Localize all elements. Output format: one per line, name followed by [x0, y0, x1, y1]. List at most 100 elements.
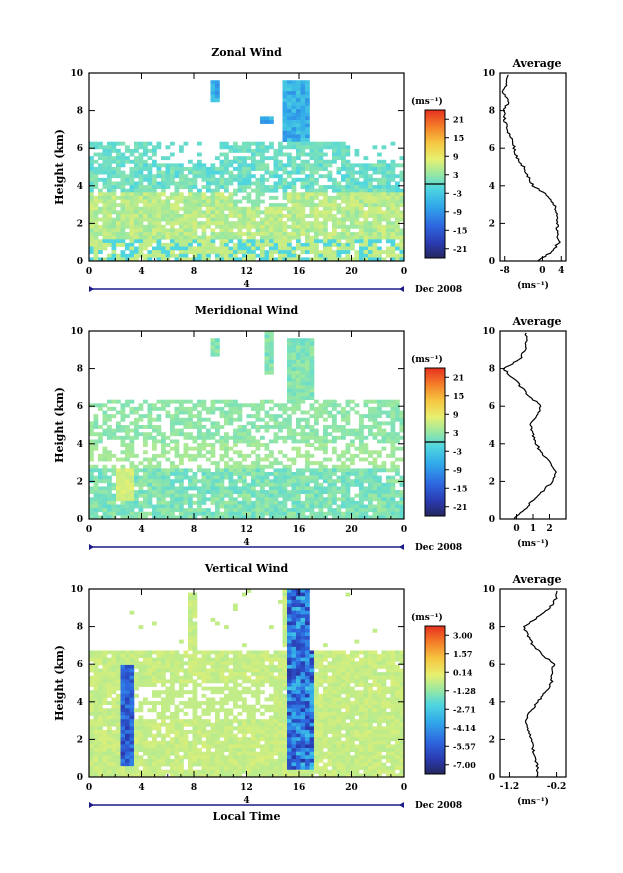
heatmap-cell [152, 163, 157, 168]
heatmap-cell [341, 214, 346, 218]
heatmap-cell [323, 500, 328, 505]
heatmap-cell [287, 109, 292, 114]
heatmap-cell [269, 349, 274, 353]
heatmap-cell [381, 410, 387, 415]
heatmap-cell [111, 170, 117, 175]
heatmap-cell [287, 497, 292, 502]
heatmap-cell [287, 603, 292, 608]
heatmap-cell [89, 185, 94, 189]
heatmap-cell [111, 167, 117, 171]
heatmap-cell [120, 428, 126, 433]
heatmap-cell [201, 654, 207, 658]
heatmap-cell [368, 399, 373, 404]
heatmap-cell [183, 228, 189, 233]
heatmap-cell [377, 214, 382, 218]
heatmap-cell [314, 493, 319, 498]
heatmap-cell [134, 482, 139, 487]
heatmap-cell [273, 239, 279, 244]
heatmap-cell [345, 417, 351, 422]
heatmap-cell [147, 141, 153, 146]
heatmap-cell [291, 214, 297, 218]
date-marker: 4 [243, 280, 249, 290]
heatmap-cell [332, 239, 337, 244]
heatmap-cell [314, 446, 319, 451]
heatmap-cell [161, 203, 166, 208]
heatmap-cell [188, 432, 193, 437]
heatmap-cell [147, 410, 153, 415]
heatmap-cell [107, 479, 112, 484]
heatmap-cell [156, 500, 162, 505]
heatmap-cell [206, 472, 211, 476]
heatmap-cell [305, 385, 310, 390]
heatmap-cell [300, 392, 306, 397]
heatmap-cell [287, 239, 292, 244]
heatmap-cell [260, 152, 265, 157]
heatmap-cell [282, 515, 288, 520]
heatmap-cell [390, 428, 396, 433]
heatmap-cell [255, 145, 261, 150]
heatmap-cell [296, 657, 301, 662]
heatmap-cell [102, 479, 108, 484]
heatmap-cell [201, 177, 207, 182]
heatmap-cell [300, 672, 306, 677]
heatmap-cell [183, 224, 189, 229]
heatmap-cell [233, 668, 238, 673]
heatmap-cell [165, 486, 171, 491]
heatmap-cell [305, 461, 310, 466]
x-tick-label: 20 [345, 267, 358, 277]
heatmap-cell [102, 650, 108, 655]
heatmap-cell [287, 701, 292, 705]
heatmap-cell [116, 181, 121, 186]
x-tick-label: 16 [293, 525, 306, 535]
heatmap-cell [224, 145, 229, 150]
heatmap-cell [377, 253, 382, 258]
heatmap-cell [287, 192, 292, 197]
heatmap-cell [152, 188, 157, 193]
heatmap-cell [138, 185, 144, 189]
heatmap-cell [291, 625, 297, 630]
heatmap-cell [323, 235, 328, 240]
heatmap-cell [161, 253, 166, 258]
heatmap-cell [287, 352, 292, 357]
heatmap-cell [332, 185, 337, 189]
heatmap-cell [296, 235, 301, 240]
heatmap-cell [273, 657, 279, 662]
heatmap-cell [152, 152, 157, 157]
heatmap-cell [197, 450, 202, 455]
heatmap-cell [197, 511, 202, 516]
heatmap-cell [278, 450, 283, 455]
heatmap-cell [188, 410, 193, 415]
heatmap-cell [341, 210, 346, 215]
heatmap-cell [273, 242, 279, 247]
heatmap-cell [125, 221, 130, 226]
heatmap-cell [93, 432, 99, 437]
heatmap-cell [287, 152, 292, 157]
heatmap-cell [390, 504, 396, 509]
heatmap-cell [129, 443, 135, 447]
heatmap-cell [206, 490, 211, 494]
heatmap-cell [300, 428, 306, 433]
date-marker: 4 [243, 538, 249, 548]
heatmap-cell [287, 457, 292, 462]
heatmap-field [89, 80, 405, 262]
heatmap-cell [260, 188, 265, 193]
heatmap-cell [287, 349, 292, 353]
heatmap-cell [224, 253, 229, 258]
heatmap-cell [296, 508, 301, 513]
heatmap-cell [215, 188, 220, 193]
heatmap-cell [156, 654, 162, 658]
heatmap-cell [260, 217, 265, 222]
heatmap-cell [372, 504, 378, 509]
heatmap-cell [300, 607, 306, 611]
heatmap-cell [120, 141, 126, 146]
heatmap-cell [107, 693, 112, 698]
heatmap-cell [255, 206, 261, 211]
heatmap-cell [291, 80, 297, 85]
heatmap-cell [291, 664, 297, 669]
heatmap-cell [233, 701, 238, 705]
heatmap-cell [309, 338, 315, 343]
heatmap-cell [363, 508, 369, 513]
heatmap-cell [345, 479, 351, 484]
heatmap-cell [359, 486, 364, 491]
heatmap-cell [93, 145, 99, 150]
